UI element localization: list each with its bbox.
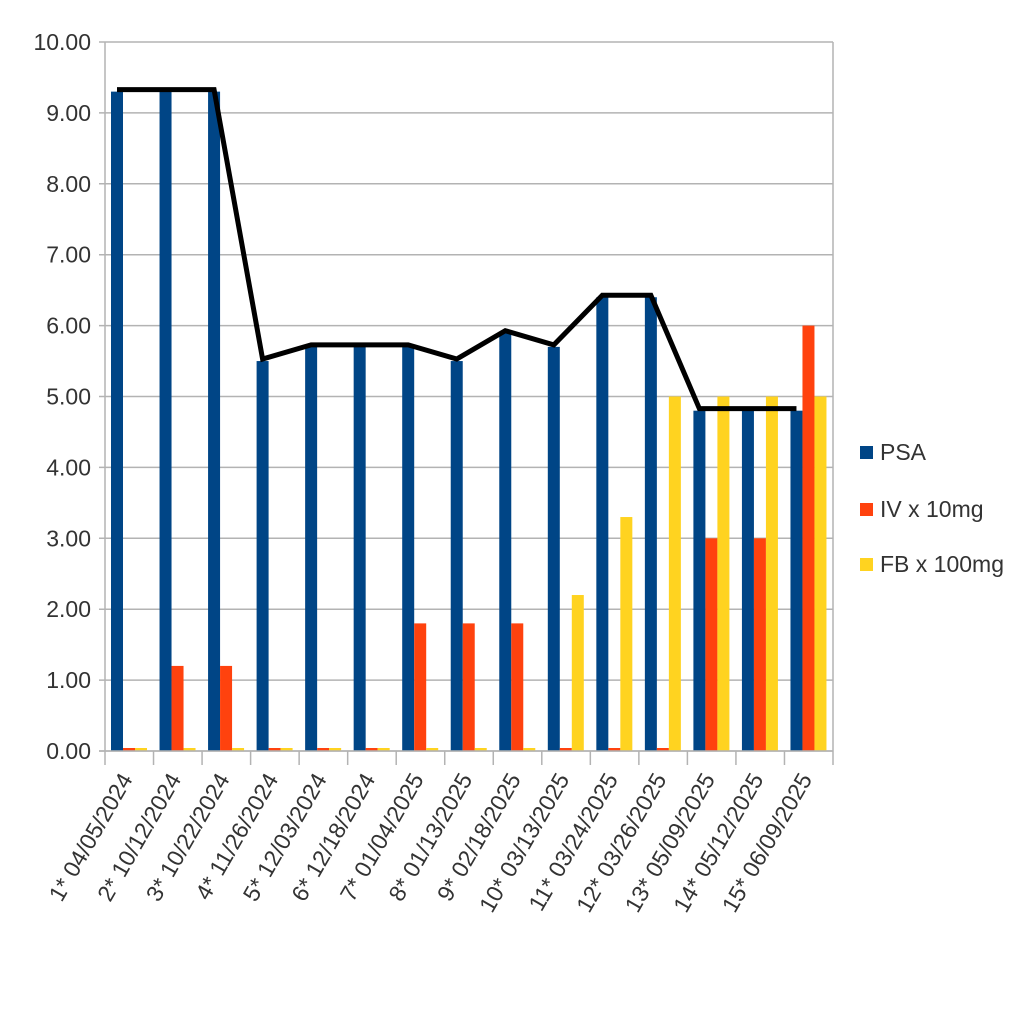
legend: PSA IV x 10mg FB x 100mg [860, 439, 1004, 577]
bar-psa [402, 347, 414, 751]
y-tick-label: 6.00 [46, 313, 91, 339]
bar-iv-x-10mg [754, 538, 766, 751]
bar-iv-x-10mg [705, 538, 717, 751]
bar-fb-x-100mg [814, 397, 826, 752]
y-tick-label: 7.00 [46, 242, 91, 268]
x-axis [99, 751, 833, 765]
bar-psa [354, 347, 366, 751]
bar-psa [499, 333, 511, 751]
bar-psa [645, 297, 657, 751]
legend-label: FB x 100mg [880, 551, 1004, 577]
bar-iv-x-10mg [802, 326, 814, 751]
bar-psa [111, 92, 123, 751]
legend-swatch [860, 558, 873, 571]
y-tick-label: 9.00 [46, 100, 91, 126]
bar-fb-x-100mg [620, 517, 632, 751]
bar-psa [451, 361, 463, 751]
bar-psa [208, 92, 220, 751]
bar-fb-x-100mg [572, 595, 584, 751]
legend-label: IV x 10mg [880, 496, 984, 522]
y-tick-label: 3.00 [46, 525, 91, 551]
bar-psa [790, 411, 802, 751]
bar-psa [742, 411, 754, 751]
bar-psa [257, 361, 269, 751]
y-tick-label: 5.00 [46, 384, 91, 410]
y-tick-label: 4.00 [46, 454, 91, 480]
y-axis-ticks: 0.00 1.00 2.00 3.00 4.00 5.00 6.00 7.00 8.00 9.00… [33, 29, 91, 764]
y-tick-label: 0.00 [46, 738, 91, 764]
bar-psa [548, 347, 560, 751]
bar-psa [160, 92, 172, 751]
legend-swatch [860, 446, 873, 459]
bar-psa [596, 297, 608, 751]
bar-iv-x-10mg [414, 623, 426, 751]
bar-iv-x-10mg [172, 666, 184, 751]
bar-psa [693, 411, 705, 751]
legend-label: PSA [880, 439, 927, 465]
y-tick-label: 2.00 [46, 596, 91, 622]
bar-fb-x-100mg [717, 397, 729, 752]
y-tick-label: 1.00 [46, 667, 91, 693]
bar-fb-x-100mg [766, 397, 778, 752]
bar-psa [305, 347, 317, 751]
bar-iv-x-10mg [511, 623, 523, 751]
bars [111, 92, 826, 751]
bar-iv-x-10mg [463, 623, 475, 751]
bar-fb-x-100mg [669, 397, 681, 752]
legend-swatch [860, 503, 873, 516]
y-tick-label: 10.00 [33, 29, 91, 55]
y-tick-label: 8.00 [46, 171, 91, 197]
bar-iv-x-10mg [220, 666, 232, 751]
